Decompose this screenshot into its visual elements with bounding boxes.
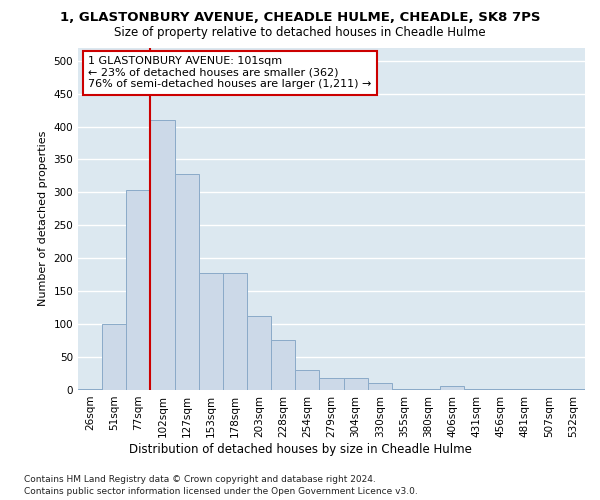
Bar [126, 190, 151, 390]
Bar [416, 388, 440, 390]
Bar [537, 388, 561, 390]
Bar [368, 384, 392, 390]
Y-axis label: Number of detached properties: Number of detached properties [38, 131, 48, 306]
Bar [488, 388, 512, 390]
Bar [319, 378, 344, 390]
Bar [440, 386, 464, 390]
Bar [271, 340, 295, 390]
Bar [102, 324, 126, 390]
Bar [512, 388, 537, 390]
Bar [247, 316, 271, 390]
Bar [199, 273, 223, 390]
Text: Distribution of detached houses by size in Cheadle Hulme: Distribution of detached houses by size … [128, 442, 472, 456]
Bar [464, 388, 488, 390]
Text: 1 GLASTONBURY AVENUE: 101sqm
← 23% of detached houses are smaller (362)
76% of s: 1 GLASTONBURY AVENUE: 101sqm ← 23% of de… [88, 56, 371, 90]
Text: 1, GLASTONBURY AVENUE, CHEADLE HULME, CHEADLE, SK8 7PS: 1, GLASTONBURY AVENUE, CHEADLE HULME, CH… [60, 11, 540, 24]
Bar [175, 174, 199, 390]
Bar [78, 388, 102, 390]
Bar [392, 388, 416, 390]
Bar [151, 120, 175, 390]
Text: Size of property relative to detached houses in Cheadle Hulme: Size of property relative to detached ho… [114, 26, 486, 39]
Text: Contains public sector information licensed under the Open Government Licence v3: Contains public sector information licen… [24, 488, 418, 496]
Bar [561, 388, 585, 390]
Bar [223, 273, 247, 390]
Text: Contains HM Land Registry data © Crown copyright and database right 2024.: Contains HM Land Registry data © Crown c… [24, 475, 376, 484]
Bar [344, 378, 368, 390]
Bar [295, 370, 319, 390]
